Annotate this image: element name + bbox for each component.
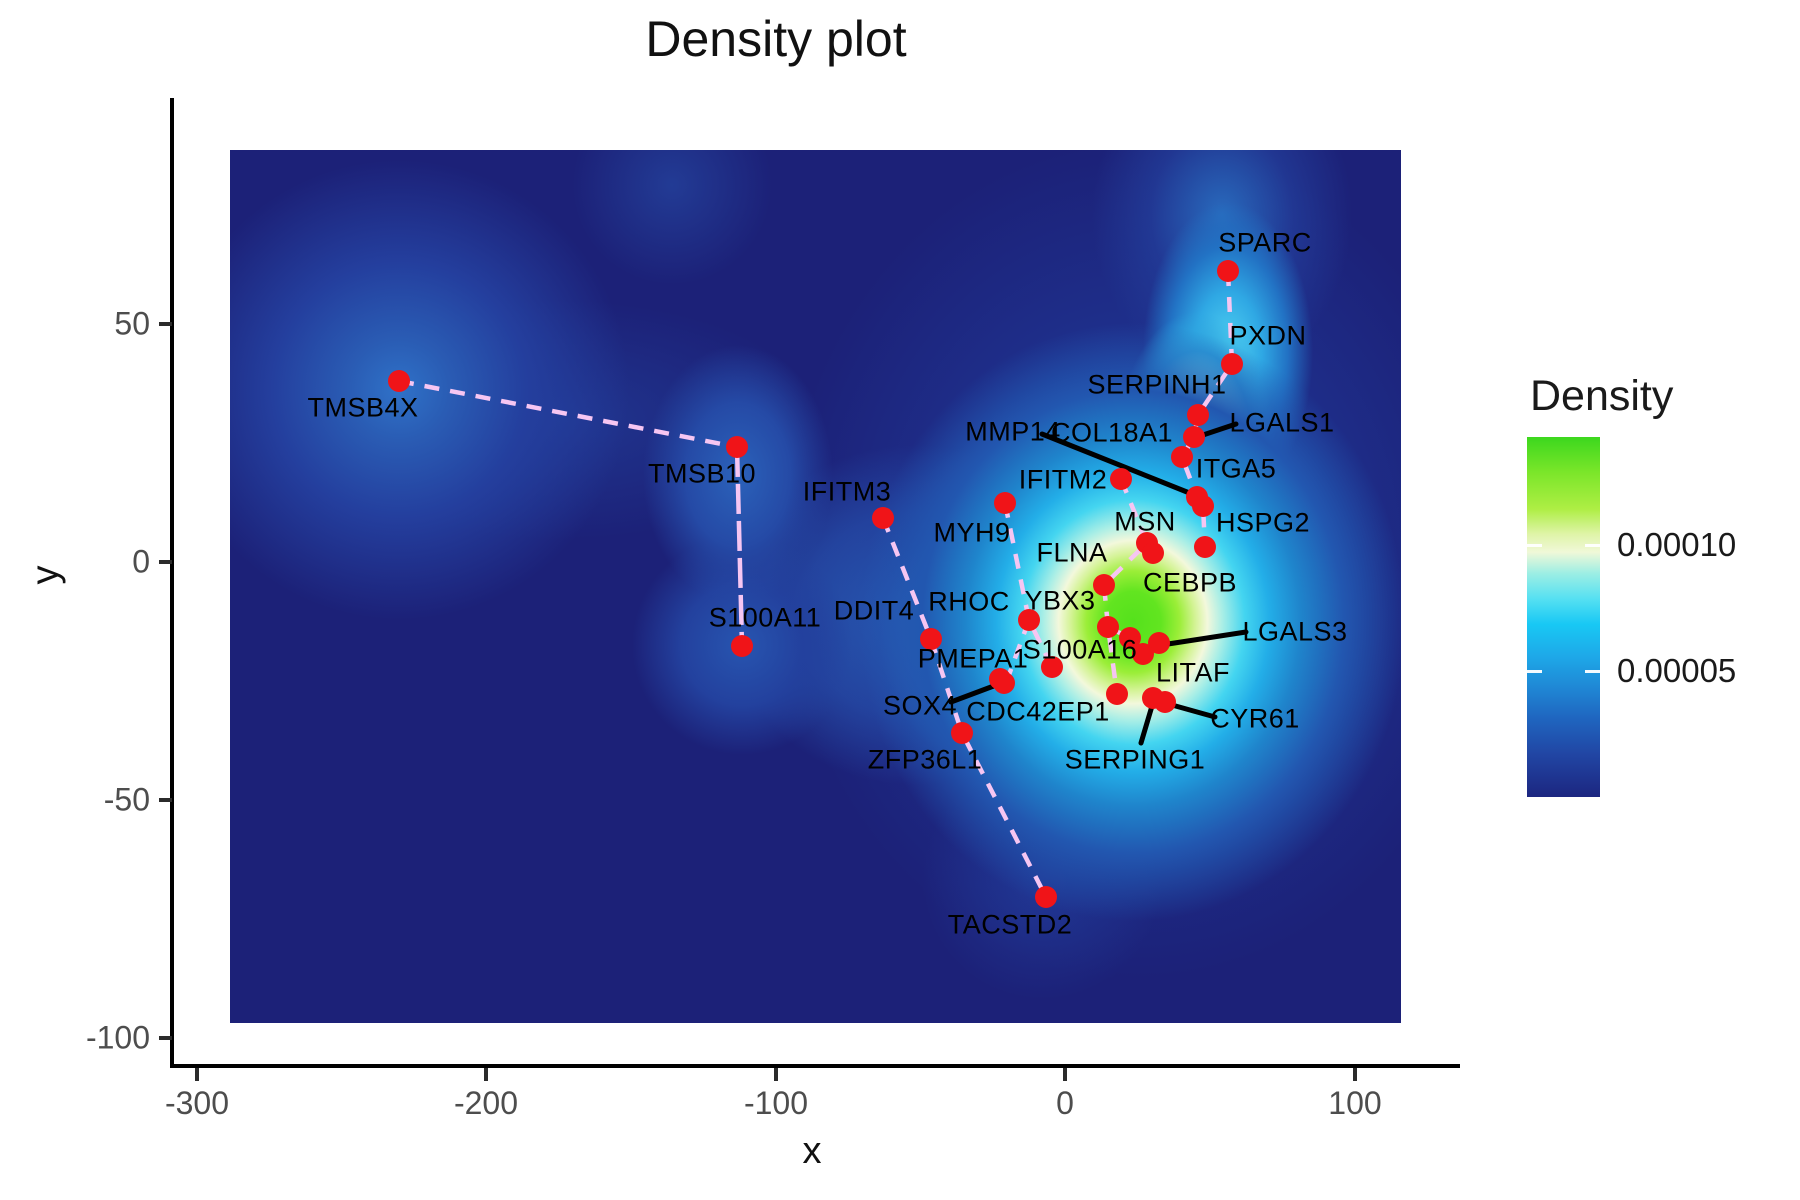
legend-value-0.00010: 0.00010 xyxy=(1617,526,1737,563)
y-tick-label-0: 0 xyxy=(132,543,150,580)
gene-label-SOX4: SOX4 xyxy=(882,690,958,721)
gene-label-PMEPA1: PMEPA1 xyxy=(917,643,1029,674)
gene-label-TMSB10: TMSB10 xyxy=(647,458,757,489)
gene-label-S100A16: S100A16 xyxy=(1022,634,1138,665)
x-axis-line xyxy=(170,1064,1460,1068)
gene-label-IFITM2: IFITM2 xyxy=(1018,464,1108,495)
x-tick-label-0: 0 xyxy=(1056,1085,1074,1121)
gene-label-S100A11: S100A11 xyxy=(708,602,822,633)
gene-label-FLNA: FLNA xyxy=(1036,537,1108,568)
x-axis-title: x xyxy=(802,1130,822,1172)
gene-label-CEBPB: CEBPB xyxy=(1142,567,1238,598)
y-tick-label-50: 50 xyxy=(114,305,150,342)
y-tick-label--100: -100 xyxy=(85,1019,150,1056)
y-axis-line xyxy=(170,98,174,1068)
x-tick-mark--100 xyxy=(774,1068,778,1081)
gene-label-ZFP36L1: ZFP36L1 xyxy=(867,744,983,775)
gene-label-COL18A1: COL18A1 xyxy=(1050,417,1174,448)
y-tick-mark-50 xyxy=(159,322,172,326)
y-axis-title: y xyxy=(24,565,67,585)
gene-label-LITAF: LITAF xyxy=(1155,657,1231,688)
gene-label-ITGA5: ITGA5 xyxy=(1195,453,1277,484)
x-tick-label--100: -100 xyxy=(743,1085,809,1121)
gene-label-HSPG2: HSPG2 xyxy=(1215,507,1311,538)
gene-label-LGALS1: LGALS1 xyxy=(1229,407,1335,438)
gene-label-DDIT4: DDIT4 xyxy=(833,595,915,626)
y-tick-mark-0 xyxy=(159,560,172,564)
y-tick-mark--50 xyxy=(159,798,172,802)
x-tick-mark-0 xyxy=(1063,1068,1067,1081)
y-tick-label--50: -50 xyxy=(103,781,150,818)
legend-colorbar xyxy=(1527,437,1600,797)
gene-label-TMSB4X: TMSB4X xyxy=(307,392,419,423)
legend-tick-right-0.00005 xyxy=(1585,670,1600,673)
gene-label-PXDN: PXDN xyxy=(1229,320,1307,351)
legend-title: Density xyxy=(1530,372,1674,420)
gene-label-RHOC: RHOC xyxy=(928,586,1010,617)
gene-label-MYH9: MYH9 xyxy=(933,517,1011,548)
gene-label-MSN: MSN xyxy=(1114,506,1176,537)
gene-label-MMP14: MMP14 xyxy=(965,416,1061,447)
legend-tick-left-0.00010 xyxy=(1527,544,1542,547)
gene-label-SERPING1: SERPING1 xyxy=(1064,744,1206,775)
x-tick-mark--200 xyxy=(484,1068,488,1081)
legend-tick-left-0.00005 xyxy=(1527,670,1542,673)
x-tick-mark-100 xyxy=(1353,1068,1357,1081)
gene-label-TACSTD2: TACSTD2 xyxy=(947,909,1073,940)
gene-label-YBX3: YBX3 xyxy=(1024,585,1096,616)
gene-label-IFITM3: IFITM3 xyxy=(802,476,892,507)
gene-label-SPARC: SPARC xyxy=(1218,227,1312,258)
x-tick-mark--300 xyxy=(195,1068,199,1081)
legend-value-0.00005: 0.00005 xyxy=(1617,652,1737,689)
x-tick-label--300: -300 xyxy=(164,1085,230,1121)
x-tick-label--200: -200 xyxy=(453,1085,519,1121)
gene-label-SERPINH1: SERPINH1 xyxy=(1087,369,1227,400)
x-tick-label-100: 100 xyxy=(1328,1085,1382,1121)
y-tick-mark--100 xyxy=(159,1036,172,1040)
gene-label-LGALS3: LGALS3 xyxy=(1242,616,1348,647)
gene-label-CDC42EP1: CDC42EP1 xyxy=(966,696,1110,727)
page-title: Density plot xyxy=(645,11,907,67)
legend-tick-right-0.00010 xyxy=(1585,544,1600,547)
gene-label-CYR61: CYR61 xyxy=(1210,703,1300,734)
